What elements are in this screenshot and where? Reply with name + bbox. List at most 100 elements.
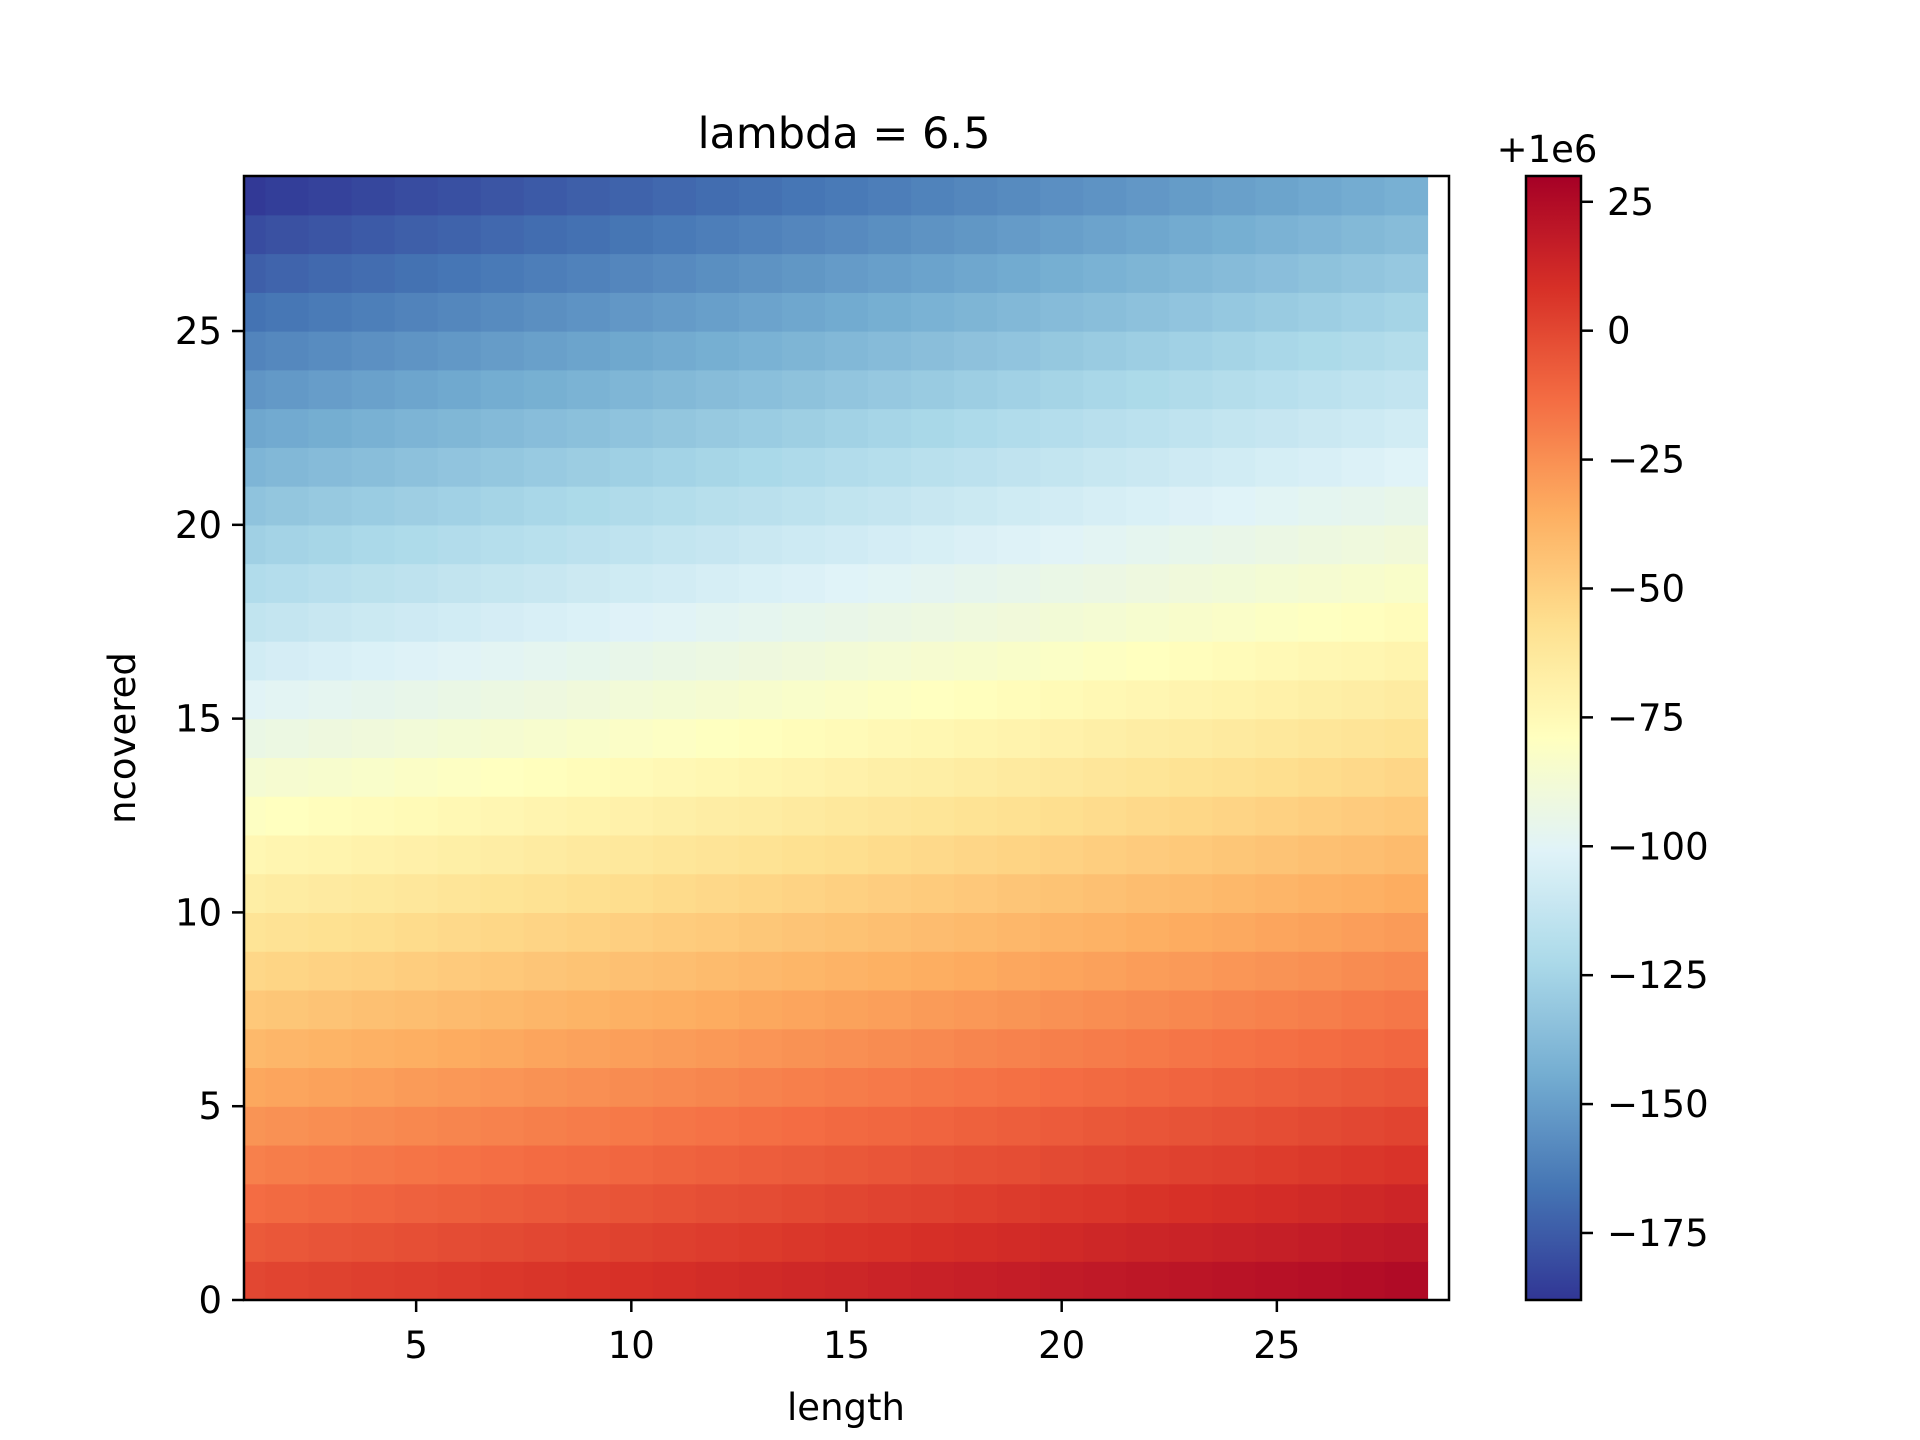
heatmap-cell xyxy=(695,989,740,1030)
heatmap-cell xyxy=(1169,292,1213,332)
heatmap-cell xyxy=(954,1183,998,1224)
heatmap-cell xyxy=(566,1222,611,1262)
heatmap-cell xyxy=(1298,524,1343,565)
heatmap-cell xyxy=(1255,447,1299,487)
heatmap-cell xyxy=(781,292,826,332)
heatmap-cell xyxy=(1169,369,1213,410)
heatmap-cell xyxy=(351,679,396,720)
heatmap-cell xyxy=(1255,1183,1299,1224)
colorbar xyxy=(1524,174,1583,1302)
heatmap-cell xyxy=(1040,1067,1084,1107)
heatmap-cell xyxy=(394,447,439,487)
heatmap-cell xyxy=(868,951,912,991)
heatmap-cell xyxy=(1126,1106,1170,1146)
heatmap-cell xyxy=(738,524,783,565)
heatmap-cell xyxy=(695,951,740,991)
heatmap-cell xyxy=(480,447,525,487)
heatmap-cell xyxy=(480,331,525,371)
heatmap-cell xyxy=(394,679,439,720)
heatmap-cell xyxy=(695,176,740,216)
heatmap-cell xyxy=(308,951,353,991)
heatmap-cell xyxy=(738,1028,783,1069)
heatmap-cell xyxy=(566,1106,611,1146)
heatmap-cell xyxy=(480,679,525,720)
heatmap-cell xyxy=(566,369,611,410)
heatmap-cell xyxy=(954,1261,998,1301)
heatmap-cell xyxy=(911,1222,955,1262)
heatmap-cell xyxy=(652,602,697,642)
heatmap-cell xyxy=(244,1144,267,1185)
heatmap-cell xyxy=(1341,292,1386,332)
heatmap-cell xyxy=(308,176,353,216)
heatmap-cell xyxy=(824,563,869,603)
heatmap-cell xyxy=(1083,524,1127,565)
heatmap-cell xyxy=(566,796,611,836)
heatmap-cell xyxy=(652,331,697,371)
heatmap-cell xyxy=(1126,1067,1170,1107)
heatmap-cell xyxy=(997,912,1041,952)
heatmap-cell xyxy=(1384,757,1429,797)
heatmap-cell xyxy=(652,1261,697,1301)
heatmap-cell xyxy=(1298,834,1343,875)
heatmap-cell xyxy=(1169,1261,1213,1301)
heatmap-cell xyxy=(1255,796,1299,836)
heatmap-cell xyxy=(265,253,310,293)
heatmap-cell xyxy=(394,331,439,371)
heatmap-cell xyxy=(1126,563,1170,603)
heatmap-cell xyxy=(566,718,611,758)
heatmap-cell xyxy=(954,641,998,681)
heatmap-cell xyxy=(824,369,869,410)
heatmap-cell xyxy=(824,1183,869,1224)
heatmap-cell xyxy=(394,912,439,952)
heatmap-cell xyxy=(394,563,439,603)
heatmap-cell xyxy=(868,873,912,914)
heatmap-cell xyxy=(1298,1067,1343,1107)
heatmap-cell xyxy=(652,1183,697,1224)
heatmap-cell xyxy=(824,796,869,836)
heatmap-cell xyxy=(1384,1183,1429,1224)
heatmap-cell xyxy=(652,524,697,565)
heatmap-cell xyxy=(244,679,267,720)
heatmap-cell xyxy=(394,718,439,758)
heatmap-cell xyxy=(437,834,482,875)
heatmap-cell xyxy=(824,1222,869,1262)
heatmap-cell xyxy=(1298,1106,1343,1146)
heatmap-cell xyxy=(566,214,611,255)
heatmap-cell xyxy=(437,176,482,216)
heatmap-cell xyxy=(868,757,912,797)
heatmap-cell xyxy=(265,176,310,216)
heatmap-cell xyxy=(394,757,439,797)
heatmap-cell xyxy=(1126,951,1170,991)
heatmap-cell xyxy=(523,447,568,487)
heatmap-cell xyxy=(1341,563,1386,603)
heatmap-cell xyxy=(523,1028,568,1069)
heatmap-cell xyxy=(308,292,353,332)
heatmap-cell xyxy=(652,873,697,914)
heatmap-cell xyxy=(1083,563,1127,603)
heatmap-cell xyxy=(1083,641,1127,681)
heatmap-cell xyxy=(523,757,568,797)
heatmap-cell xyxy=(781,989,826,1030)
heatmap-cell xyxy=(1341,524,1386,565)
heatmap-cell xyxy=(609,912,654,952)
heatmap-cell xyxy=(868,602,912,642)
heatmap-cell xyxy=(609,253,654,293)
heatmap-cell xyxy=(1212,447,1256,487)
heatmap-cell xyxy=(997,408,1041,448)
heatmap-cell xyxy=(652,834,697,875)
heatmap-cell xyxy=(1212,1067,1256,1107)
heatmap-cell xyxy=(480,1222,525,1262)
heatmap-cell xyxy=(1212,602,1256,642)
heatmap-cell xyxy=(265,331,310,371)
heatmap-cell xyxy=(1083,1183,1127,1224)
heatmap-cell xyxy=(244,1183,267,1224)
heatmap-cell xyxy=(480,214,525,255)
heatmap-cell xyxy=(437,447,482,487)
heatmap-cell xyxy=(394,873,439,914)
heatmap-cell xyxy=(695,641,740,681)
heatmap-cell xyxy=(824,1067,869,1107)
heatmap-cell xyxy=(265,873,310,914)
heatmap-cell xyxy=(308,1261,353,1301)
heatmap-cell xyxy=(1083,834,1127,875)
heatmap-cell xyxy=(868,1067,912,1107)
